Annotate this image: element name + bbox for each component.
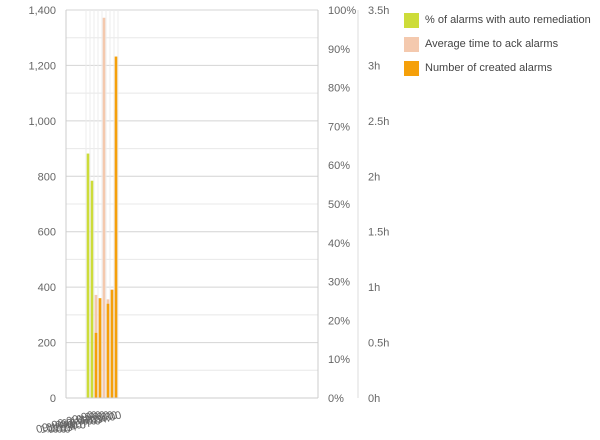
- percent-tick-label: 90%: [328, 44, 350, 56]
- hours-tick-label: 2h: [368, 171, 380, 183]
- legend-item-ack-time[interactable]: Average time to ack alarms: [404, 32, 591, 56]
- hours-tick-label: 3h: [368, 60, 380, 72]
- percent-tick-label: 70%: [328, 121, 350, 133]
- percent-tick-label: 0%: [328, 393, 344, 405]
- percent-tick-label: 60%: [328, 160, 350, 172]
- bars: [86, 17, 118, 399]
- bar-2-6[interactable]: [110, 289, 114, 398]
- count-tick-label: 1,200: [28, 60, 56, 72]
- hours-tick-label: 3.5h: [368, 5, 389, 17]
- legend-swatch-ack-time: [404, 36, 419, 52]
- axes: [65, 10, 359, 399]
- legend-label-ack-time: Average time to ack alarms: [425, 38, 559, 50]
- count-tick-label: 400: [38, 282, 56, 294]
- legend-swatch-auto-remediation: [404, 12, 419, 28]
- legend: % of alarms with auto remediation Averag…: [404, 8, 591, 80]
- legend-label-created-alarms: Number of created alarms: [425, 62, 553, 74]
- count-tick-label: 600: [38, 227, 56, 239]
- count-tick-label: 1,000: [28, 116, 56, 128]
- hours-tick-label: 0h: [368, 393, 380, 405]
- legend-item-auto-remediation[interactable]: % of alarms with auto remediation: [404, 8, 591, 32]
- bar-2-3[interactable]: [98, 298, 102, 398]
- bar-0-0[interactable]: [86, 153, 90, 398]
- percent-tick-label: 80%: [328, 83, 350, 95]
- hours-tick-label: 2.5h: [368, 116, 389, 128]
- bar-2-5[interactable]: [106, 303, 110, 398]
- percent-tick-label: 100%: [328, 5, 356, 17]
- count-tick-label: 1,400: [28, 5, 56, 17]
- count-axis-ticks: 0 200 400 600 800 1,000 1,200 1,400: [28, 5, 56, 405]
- percent-tick-label: 10%: [328, 354, 350, 366]
- bar-2-7[interactable]: [114, 56, 118, 399]
- legend-item-created-alarms[interactable]: Number of created alarms: [404, 56, 591, 80]
- bar-0-1[interactable]: [90, 180, 94, 398]
- grid-lines: [66, 9, 318, 399]
- hours-tick-label: 1.5h: [368, 227, 389, 239]
- count-tick-label: 200: [38, 338, 56, 350]
- percent-tick-label: 20%: [328, 315, 350, 327]
- hours-tick-label: 1h: [368, 282, 380, 294]
- hours-tick-label: 0.5h: [368, 338, 389, 350]
- hours-axis-ticks: 0h 0.5h 1h 1.5h 2h 2.5h 3h 3.5h: [368, 5, 389, 405]
- bar-2-2[interactable]: [94, 332, 98, 398]
- count-tick-label: 0: [50, 393, 56, 405]
- percent-tick-label: 30%: [328, 277, 350, 289]
- percent-axis-ticks: 0% 10% 20% 30% 40% 50% 60% 70% 80% 90% 100%: [328, 5, 356, 405]
- legend-label-auto-remediation: % of alarms with auto remediation: [425, 14, 591, 26]
- bar-1-4[interactable]: [102, 17, 106, 398]
- percent-tick-label: 40%: [328, 238, 350, 250]
- percent-tick-label: 50%: [328, 199, 350, 211]
- count-tick-label: 800: [38, 171, 56, 183]
- legend-swatch-created-alarms: [404, 60, 419, 76]
